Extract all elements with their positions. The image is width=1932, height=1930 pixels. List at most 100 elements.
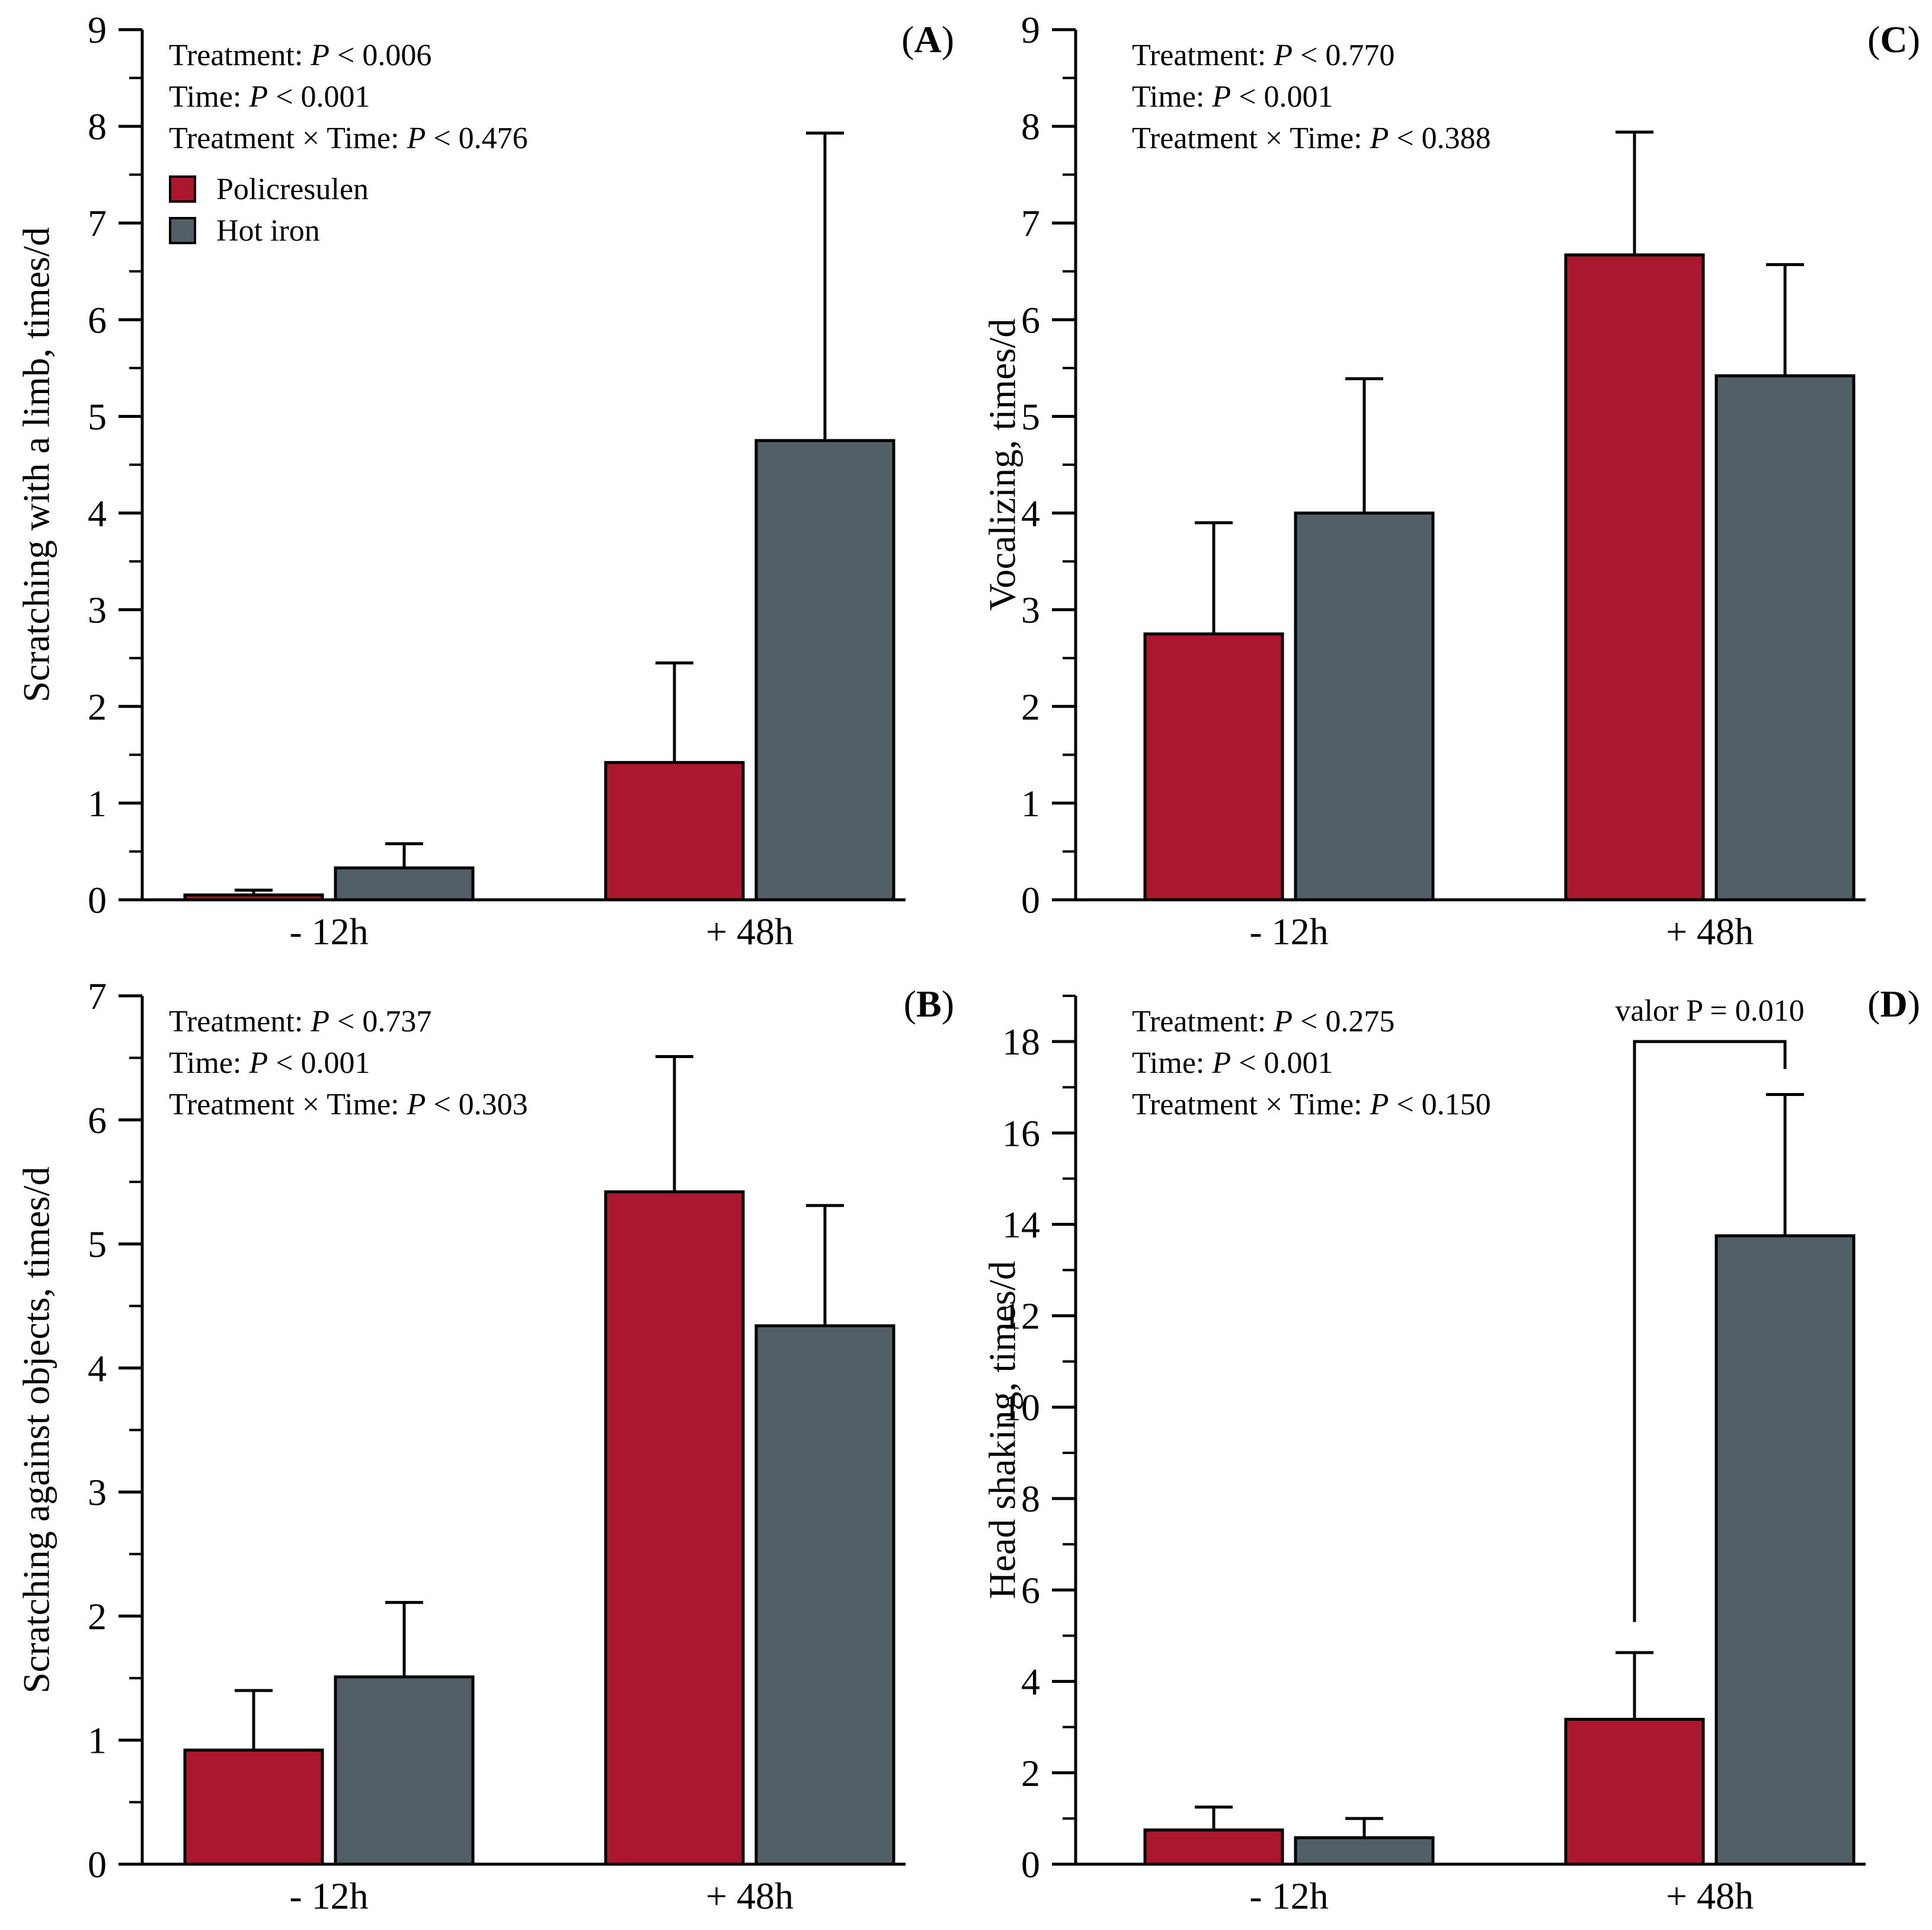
- stat-prefix: Treatment:: [169, 1005, 311, 1039]
- y-tick-label: 1: [88, 1720, 107, 1762]
- stat-line: Treatment × Time: P < 0.388: [1132, 122, 1491, 155]
- y-tick-label: 0: [1021, 1843, 1040, 1886]
- y-tick-label: 5: [88, 395, 107, 437]
- x-category-label: + 48h: [706, 1875, 794, 1917]
- significance-bracket: [1633, 1040, 1787, 1622]
- panel-letter-text: B: [916, 983, 942, 1025]
- x-category-label: - 12h: [289, 910, 368, 953]
- stat-line: Time: P < 0.001: [1132, 1046, 1333, 1080]
- stat-p: P: [1211, 80, 1231, 114]
- y-tick-label: 4: [1021, 493, 1040, 535]
- stat-suffix: < 0.001: [1231, 1046, 1333, 1080]
- y-tick-label: 2: [1021, 686, 1040, 728]
- x-category-label: + 48h: [1666, 910, 1754, 953]
- y-tick-label: 1: [1021, 782, 1040, 825]
- y-tick-label: 8: [1021, 106, 1040, 148]
- stat-p: P: [310, 1005, 330, 1039]
- y-tick-label: 5: [88, 1223, 107, 1266]
- stat-p: P: [248, 80, 268, 114]
- panel-letter-text: A: [914, 18, 941, 60]
- panel-letter-open: (: [1867, 18, 1880, 60]
- stat-p: P: [1211, 1046, 1231, 1080]
- stat-suffix: < 0.150: [1389, 1088, 1490, 1121]
- bar-policresulen: [604, 761, 745, 902]
- stat-line: Time: P < 0.001: [169, 80, 370, 114]
- y-tick-label: 7: [88, 202, 107, 244]
- stat-suffix: < 0.275: [1293, 1005, 1394, 1039]
- stat-suffix: < 0.303: [426, 1088, 527, 1121]
- stat-line: Treatment × Time: P < 0.150: [1132, 1088, 1491, 1121]
- y-axis-title: Head shaking, times/d: [981, 1261, 1023, 1599]
- bar-hot-iron: [754, 1324, 895, 1866]
- panel-letter-close: ): [942, 18, 954, 60]
- y-tick-label: 9: [1021, 9, 1040, 51]
- y-tick-label: 12: [1002, 1295, 1040, 1337]
- y-tick-label: 2: [88, 686, 107, 728]
- panel-d: 0 2 4 6 8 10 12 14 16 18 Head shaking, times/d - 12…: [981, 983, 1920, 1917]
- y-tick-label: 2: [88, 1595, 107, 1637]
- stat-line: Treatment: P < 0.737: [169, 1005, 431, 1039]
- stat-line: Treatment × Time: P < 0.476: [169, 122, 528, 155]
- panel-letter: (B): [904, 983, 954, 1025]
- bar-policresulen: [183, 1748, 324, 1866]
- x-category-label: - 12h: [1249, 1875, 1328, 1917]
- panel-b: 0 1 2 3 4 5 6 7 Scratching against objects, time…: [15, 975, 954, 1917]
- bar-policresulen: [1143, 632, 1284, 902]
- y-tick-label: 10: [1002, 1386, 1040, 1429]
- stat-suffix: < 0.476: [426, 122, 527, 155]
- y-tick-label: 4: [88, 1347, 107, 1389]
- bar-policresulen: [1143, 1828, 1284, 1866]
- bar-policresulen: [183, 893, 324, 902]
- stat-p: P: [407, 1088, 426, 1121]
- y-tick-label: 3: [1021, 589, 1040, 631]
- bar-hot-iron: [754, 439, 895, 902]
- significance-label: valor P = 0.010: [1615, 994, 1804, 1028]
- panel-letter-close: ): [1908, 983, 1920, 1025]
- stat-prefix: Time:: [1132, 1046, 1212, 1080]
- stat-p: P: [1273, 39, 1293, 72]
- stat-line: Treatment × Time: P < 0.303: [169, 1088, 528, 1121]
- stat-prefix: Treatment × Time:: [169, 122, 407, 155]
- bar-hot-iron: [334, 866, 475, 902]
- stat-line: Time: P < 0.001: [169, 1046, 370, 1080]
- stat-line: Treatment: P < 0.006: [169, 39, 431, 72]
- y-tick-label: 9: [88, 9, 107, 51]
- panel-letter-open: (: [901, 18, 914, 60]
- y-tick-label: 0: [88, 1843, 107, 1886]
- stat-p: P: [248, 1046, 268, 1080]
- stat-prefix: Treatment × Time:: [1132, 122, 1370, 155]
- bar-hot-iron: [1715, 1234, 1856, 1866]
- y-tick-label: 16: [1002, 1112, 1040, 1154]
- y-tick-label: 8: [1021, 1478, 1040, 1520]
- bar-policresulen: [604, 1190, 745, 1866]
- stat-line: Time: P < 0.001: [1132, 80, 1333, 114]
- y-tick-label: 6: [88, 299, 107, 341]
- panel-letter: (A): [901, 18, 954, 60]
- y-axis-title: Scratching against objects, times/d: [15, 1167, 57, 1693]
- y-tick-label: 14: [1002, 1204, 1040, 1246]
- stat-p: P: [1370, 1088, 1389, 1121]
- stat-prefix: Treatment:: [1132, 1005, 1274, 1039]
- stat-suffix: < 0.001: [268, 1046, 370, 1080]
- bar-hot-iron: [1294, 1836, 1435, 1866]
- panel-letter-open: (: [904, 983, 916, 1025]
- panel-letter-open: (: [1867, 983, 1880, 1025]
- stat-line: Treatment: P < 0.770: [1132, 39, 1394, 72]
- stat-prefix: Treatment × Time:: [169, 1088, 407, 1121]
- stat-prefix: Time:: [169, 80, 249, 114]
- stat-suffix: < 0.006: [330, 39, 431, 72]
- panel-letter: (C): [1867, 18, 1920, 60]
- y-tick-label: 7: [1021, 202, 1040, 244]
- stat-suffix: < 0.001: [268, 80, 370, 114]
- y-tick-label: 3: [88, 589, 107, 631]
- stat-p: P: [1370, 122, 1389, 155]
- stat-line: Treatment: P < 0.275: [1132, 1005, 1394, 1039]
- legend-swatch: [169, 175, 196, 203]
- y-tick-label: 4: [1021, 1661, 1040, 1703]
- stat-prefix: Time:: [1132, 80, 1212, 114]
- y-tick-label: 0: [88, 879, 107, 921]
- y-tick-label: 18: [1002, 1021, 1040, 1063]
- stat-p: P: [1273, 1005, 1293, 1039]
- x-category-label: - 12h: [289, 1875, 368, 1917]
